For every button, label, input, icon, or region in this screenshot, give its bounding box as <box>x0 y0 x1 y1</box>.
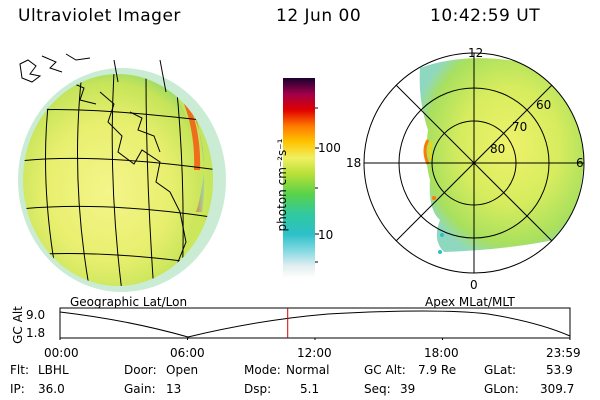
mlat-label-80: 80 <box>490 142 506 156</box>
gc-alt-axis-label: GC Alt <box>11 306 25 344</box>
intensity-colorbar <box>283 78 319 278</box>
colorbar-tick-10: 10 <box>318 228 334 242</box>
glat-value: 53.9 <box>546 363 573 377</box>
mlt-label-12: 12 <box>468 46 484 60</box>
apex-caption: Apex MLat/MLT <box>425 295 515 309</box>
mlat-label-60: 60 <box>536 98 552 112</box>
mode-value: Normal <box>286 363 330 377</box>
alt-y-high: 9.0 <box>26 308 46 322</box>
time-tick-4: 23:59 <box>546 346 581 360</box>
mlt-label-6: 6 <box>576 156 584 170</box>
date-label: 12 Jun 00 <box>276 6 362 26</box>
gain-value: 13 <box>166 382 182 396</box>
glon-label: GLon: <box>484 382 519 396</box>
door-value: Open <box>166 363 199 377</box>
ip-label: IP: <box>10 382 25 396</box>
geographic-globe-image <box>18 53 226 292</box>
dsp-label: Dsp: <box>244 382 272 396</box>
mlat-label-70: 70 <box>512 120 528 134</box>
time-tick-0: 00:00 <box>44 346 79 360</box>
time-label: 10:42:59 UT <box>430 6 541 26</box>
filter-label: Flt: <box>10 363 29 377</box>
mlt-label-18: 18 <box>346 156 362 170</box>
colorbar-unit-label: photon cm⁻²s⁻¹ <box>275 138 289 232</box>
mlt-label-0: 0 <box>470 278 478 292</box>
dsp-value: 5.1 <box>300 382 320 396</box>
instrument-title: Ultraviolet Imager <box>18 6 181 26</box>
time-tick-1: 06:00 <box>170 346 205 360</box>
gc-alt-value: 7.9 Re <box>418 363 457 377</box>
mode-label: Mode: <box>244 363 281 377</box>
time-tick-2: 12:00 <box>297 346 332 360</box>
gc-alt-label: GC Alt: <box>364 363 406 377</box>
gain-label: Gain: <box>124 382 156 396</box>
alt-y-low: 1.8 <box>26 326 46 340</box>
filter-value: LBHL <box>38 363 69 377</box>
geographic-caption: Geographic Lat/Lon <box>70 295 188 309</box>
glat-label: GLat: <box>484 363 517 377</box>
glon-value: 309.7 <box>540 382 575 396</box>
altitude-plot <box>59 307 571 340</box>
polar-mlt-plot <box>363 52 585 274</box>
door-label: Door: <box>124 363 157 377</box>
seq-label: Seq: <box>364 382 391 396</box>
time-tick-3: 18:00 <box>424 346 459 360</box>
colorbar-tick-100: 100 <box>318 141 341 155</box>
seq-value: 39 <box>400 382 416 396</box>
ip-value: 36.0 <box>38 382 65 396</box>
altitude-curve <box>59 310 571 338</box>
